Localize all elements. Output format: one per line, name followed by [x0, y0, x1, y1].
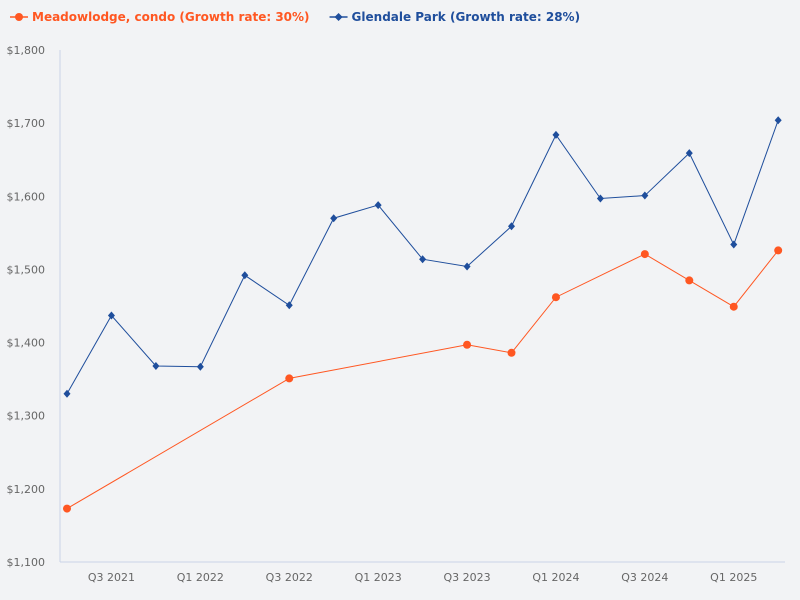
x-tick-label: Q3 2021 [88, 571, 135, 584]
data-point[interactable] [507, 348, 516, 357]
x-tick-label: Q3 2023 [443, 571, 490, 584]
y-tick-label: $1,400 [7, 337, 46, 350]
legend-item[interactable]: Glendale Park (Growth rate: 28%) [329, 10, 581, 24]
data-point[interactable] [774, 246, 783, 255]
legend-label: Glendale Park (Growth rate: 28%) [352, 10, 581, 24]
data-point[interactable] [63, 504, 71, 513]
data-point[interactable] [419, 255, 427, 264]
data-point[interactable] [730, 240, 738, 249]
x-tick-label: Q1 2022 [177, 571, 224, 584]
data-point[interactable] [374, 201, 382, 210]
legend-label: Meadowlodge, condo (Growth rate: 30%) [32, 10, 310, 24]
data-point[interactable] [551, 293, 560, 302]
y-tick-label: $1,100 [7, 556, 46, 569]
data-point[interactable] [508, 222, 515, 231]
y-tick-label: $1,800 [7, 44, 46, 57]
y-tick-label: $1,700 [7, 117, 46, 130]
x-tick-label: Q1 2025 [710, 571, 757, 584]
plot-area [63, 116, 783, 513]
legend-item[interactable]: Meadowlodge, condo (Growth rate: 30%) [10, 10, 310, 24]
data-point[interactable] [729, 302, 738, 311]
data-point[interactable] [285, 374, 294, 383]
data-point[interactable] [241, 271, 249, 280]
series-1 [63, 116, 782, 398]
y-tick-label: $1,500 [7, 263, 46, 276]
x-axis: Q3 2021 Q1 2022 Q3 2022 Q1 2023 Q3 2023 Q1 20… [60, 561, 785, 584]
data-point[interactable] [463, 262, 471, 271]
y-tick-label: $1,600 [7, 190, 46, 203]
legend: Meadowlodge, condo (Growth rate: 30%) Gle… [10, 10, 580, 24]
data-point[interactable] [596, 194, 604, 203]
data-point[interactable] [107, 311, 115, 320]
y-tick-label: $1,300 [7, 410, 46, 423]
series-line [66, 250, 779, 510]
data-point[interactable] [285, 301, 293, 310]
legend-circle-icon [15, 13, 23, 21]
data-point[interactable] [685, 276, 694, 285]
data-point[interactable] [330, 214, 338, 223]
data-point[interactable] [152, 361, 160, 370]
data-point[interactable] [196, 362, 204, 371]
x-tick-label: Q1 2023 [355, 571, 402, 584]
data-point[interactable] [640, 250, 649, 259]
data-point[interactable] [463, 340, 472, 349]
data-point[interactable] [685, 149, 693, 158]
x-tick-label: Q3 2024 [621, 571, 668, 584]
data-point[interactable] [774, 116, 782, 125]
x-tick-label: Q3 2022 [266, 571, 313, 584]
data-point[interactable] [641, 191, 649, 200]
data-point[interactable] [552, 130, 560, 139]
y-axis: $1,100 $1,200 $1,300 $1,400 $1,500 $1,600 $1,7… [7, 44, 61, 569]
x-tick-label: Q1 2024 [532, 571, 579, 584]
data-point[interactable] [63, 389, 71, 398]
legend-diamond-icon [334, 13, 343, 21]
y-tick-label: $1,200 [7, 483, 46, 496]
series-0 [63, 246, 783, 513]
